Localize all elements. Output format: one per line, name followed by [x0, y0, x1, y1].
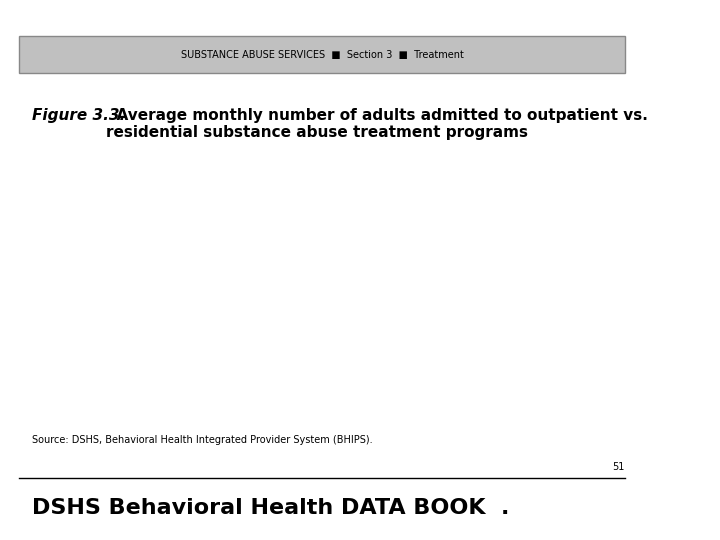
- Text: 51: 51: [612, 462, 625, 472]
- FancyBboxPatch shape: [19, 36, 625, 73]
- Text: Source: DSHS, Behavioral Health Integrated Provider System (BHIPS).: Source: DSHS, Behavioral Health Integrat…: [32, 435, 373, 445]
- Text: Average monthly number of adults admitted to outpatient vs.
residential substanc: Average monthly number of adults admitte…: [107, 108, 648, 140]
- Text: SUBSTANCE ABUSE SERVICES  ■  Section 3  ■  Treatment: SUBSTANCE ABUSE SERVICES ■ Section 3 ■ T…: [181, 50, 464, 59]
- Text: Figure 3.3.: Figure 3.3.: [32, 108, 125, 123]
- Text: DSHS Behavioral Health DATA BOOK  .: DSHS Behavioral Health DATA BOOK .: [32, 498, 510, 518]
